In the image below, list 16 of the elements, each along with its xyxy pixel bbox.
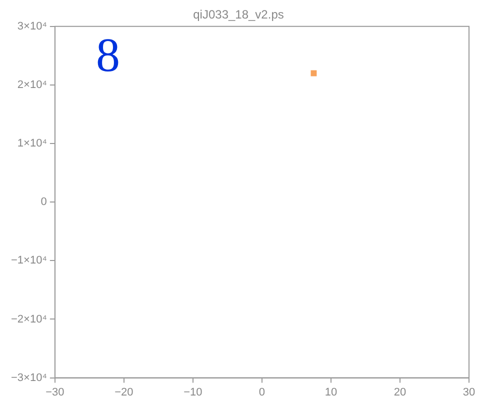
y-tick-label: −1×10⁴ [10, 254, 48, 267]
annotation: 8 [96, 29, 120, 82]
y-tick-label: 2×10⁴ [17, 79, 48, 91]
x-tick-label: 10 [324, 386, 338, 398]
x-tick-label: 0 [258, 386, 266, 398]
x-tick-label: 20 [394, 386, 406, 398]
y-tick-label: −3×10⁴ [10, 372, 48, 384]
y-tick-label: −2×10⁴ [10, 313, 48, 326]
x-tick-label: 30 [462, 386, 476, 398]
chart-title: qiJ033_18_v2.ps [193, 8, 284, 22]
x-tick-label: −30 [46, 386, 64, 398]
y-tick-label: 3×10⁴ [17, 20, 48, 32]
y-tick-label: 1×10⁴ [17, 138, 48, 150]
x-tick-label: −20 [114, 386, 134, 398]
y-tick-label: 0 [40, 196, 47, 208]
x-tick-label: −10 [184, 386, 202, 398]
